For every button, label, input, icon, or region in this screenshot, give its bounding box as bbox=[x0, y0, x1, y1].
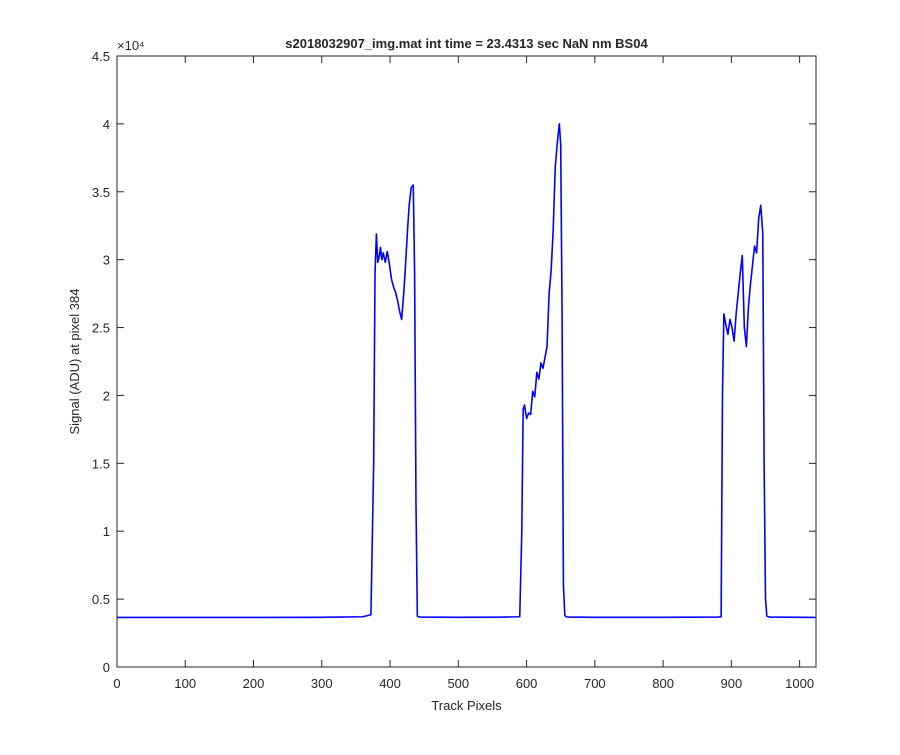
y-tick-label: 4 bbox=[103, 117, 110, 132]
y-tick-label: 2 bbox=[103, 388, 110, 403]
y-axis-label: Signal (ADU) at pixel 384 bbox=[67, 289, 82, 435]
chart-title: s2018032907_img.mat int time = 23.4313 s… bbox=[285, 36, 648, 51]
plot-area bbox=[117, 56, 816, 667]
y-tick-label: 3 bbox=[103, 253, 110, 268]
x-tick-label: 600 bbox=[516, 676, 538, 691]
y-tick-label: 1 bbox=[103, 524, 110, 539]
y-tick-label: 0 bbox=[103, 660, 110, 675]
axes-box bbox=[116, 55, 817, 668]
y-tick-label: 0.5 bbox=[92, 592, 110, 607]
x-tick-label: 500 bbox=[447, 676, 469, 691]
x-tick-label: 700 bbox=[584, 676, 606, 691]
x-tick-label: 100 bbox=[174, 676, 196, 691]
x-tick-label: 200 bbox=[243, 676, 265, 691]
x-tick-label: 900 bbox=[721, 676, 743, 691]
y-tick-label: 4.5 bbox=[92, 49, 110, 64]
signal-series-line bbox=[117, 123, 817, 619]
y-tick-label: 3.5 bbox=[92, 185, 110, 200]
x-tick-label: 400 bbox=[379, 676, 401, 691]
x-tick-label: 1000 bbox=[785, 676, 814, 691]
ticks-layer bbox=[116, 55, 816, 668]
y-axis-exponent-label: ×10⁴ bbox=[117, 38, 145, 53]
y-tick-label: 2.5 bbox=[92, 321, 110, 336]
x-axis-label: Track Pixels bbox=[431, 698, 502, 713]
y-tick-label: 1.5 bbox=[92, 456, 110, 471]
x-tick-label: 0 bbox=[113, 676, 120, 691]
tick-labels-layer: 0 100 200 300 400 500 600 700 800 900 1000 0 0.5 1 1.5… bbox=[92, 49, 814, 691]
x-tick-label: 300 bbox=[311, 676, 333, 691]
x-tick-label: 800 bbox=[652, 676, 674, 691]
